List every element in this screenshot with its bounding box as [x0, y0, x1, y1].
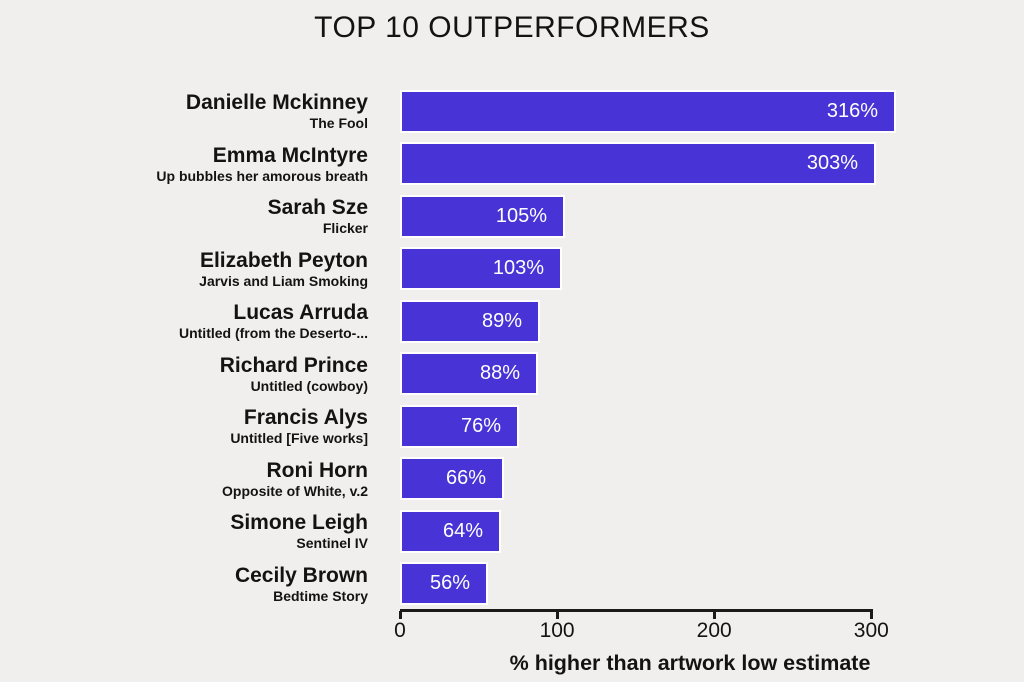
artist-name: Roni Horn: [266, 458, 368, 482]
category-label: Sarah Sze Flicker: [0, 195, 368, 237]
category-label: Lucas Arruda Untitled (from the Deserto-…: [0, 300, 368, 342]
artist-name: Elizabeth Peyton: [199, 248, 368, 272]
bar-area: 76%: [400, 404, 1024, 448]
bar-value-label: 56%: [429, 572, 470, 595]
bar-row: Danielle Mckinney The Fool 316%: [0, 85, 1024, 138]
x-tick-mark: [713, 611, 716, 619]
bar-value-label: 303%: [806, 152, 858, 175]
bar-value-label: 316%: [826, 99, 878, 122]
bar-row: Elizabeth Peyton Jarvis and Liam Smoking…: [0, 243, 1024, 296]
bar-value-label: 76%: [460, 414, 501, 437]
bar-row: Francis Alys Untitled [Five works] 76%: [0, 400, 1024, 453]
bar[interactable]: 303%: [400, 142, 876, 186]
bar-value-label: 89%: [481, 309, 522, 332]
bar-area: 66%: [400, 457, 1024, 501]
artwork-title: Opposite of White, v.2: [222, 482, 368, 499]
bar-area: 56%: [400, 562, 1024, 606]
artwork-title: Untitled (cowboy): [250, 377, 368, 394]
bar-value-label: 103%: [492, 257, 544, 280]
artwork-title: Untitled (from the Deserto-...: [178, 325, 368, 342]
artist-name: Emma McIntyre: [212, 143, 368, 167]
category-label: Roni Horn Opposite of White, v.2: [0, 458, 368, 500]
category-label: Simone Leigh Sentinel IV: [0, 510, 368, 552]
bar-area: 88%: [400, 352, 1024, 396]
category-label: Danielle Mckinney The Fool: [0, 90, 368, 132]
artwork-title: Up bubbles her amorous breath: [156, 167, 368, 184]
artist-name: Francis Alys: [243, 406, 368, 430]
bar-row: Lucas Arruda Untitled (from the Deserto-…: [0, 295, 1024, 348]
category-label: Francis Alys Untitled [Five works]: [0, 405, 368, 447]
bar-value-label: 88%: [479, 362, 520, 385]
category-label: Richard Prince Untitled (cowboy): [0, 353, 368, 395]
bar[interactable]: 103%: [400, 247, 562, 291]
category-label: Elizabeth Peyton Jarvis and Liam Smoking: [0, 248, 368, 290]
artist-name: Cecily Brown: [234, 563, 368, 587]
bar-row: Simone Leigh Sentinel IV 64%: [0, 505, 1024, 558]
x-axis-title: % higher than artwork low estimate: [509, 651, 871, 675]
bar-area: 316%: [400, 89, 1024, 133]
bar[interactable]: 105%: [400, 194, 565, 238]
bar-area: 89%: [400, 299, 1024, 343]
artwork-title: The Fool: [309, 115, 368, 132]
artist-name: Danielle Mckinney: [185, 91, 368, 115]
x-tick-label: 100: [539, 619, 575, 642]
bar-rows-container: Danielle Mckinney The Fool 316% Emma McI…: [0, 85, 1024, 610]
artwork-title: Sentinel IV: [296, 535, 368, 552]
bar[interactable]: 316%: [400, 89, 896, 133]
bar[interactable]: 66%: [400, 457, 504, 501]
bar-area: 64%: [400, 509, 1024, 553]
bar-area: 103%: [400, 247, 1024, 291]
x-tick-label: 300: [853, 619, 889, 642]
bar[interactable]: 76%: [400, 404, 519, 448]
x-tick-mark: [556, 611, 559, 619]
bar[interactable]: 88%: [400, 352, 538, 396]
category-label: Cecily Brown Bedtime Story: [0, 563, 368, 605]
artwork-title: Bedtime Story: [273, 587, 368, 604]
bar[interactable]: 64%: [400, 509, 501, 553]
bar-row: Emma McIntyre Up bubbles her amorous bre…: [0, 138, 1024, 191]
artist-name: Sarah Sze: [267, 196, 368, 220]
x-axis-line: [400, 609, 873, 612]
artist-name: Lucas Arruda: [233, 301, 368, 325]
bar-area: 303%: [400, 142, 1024, 186]
x-tick-label: 0: [394, 619, 406, 642]
bar[interactable]: 56%: [400, 562, 488, 606]
bar-area: 105%: [400, 194, 1024, 238]
artist-name: Richard Prince: [219, 353, 368, 377]
artist-name: Simone Leigh: [230, 511, 368, 535]
bar-value-label: 105%: [495, 204, 547, 227]
bar-row: Sarah Sze Flicker 105%: [0, 190, 1024, 243]
bar-row: Cecily Brown Bedtime Story 56%: [0, 558, 1024, 611]
x-tick-label: 200: [696, 619, 732, 642]
artwork-title: Untitled [Five works]: [230, 430, 368, 447]
bar-row: Roni Horn Opposite of White, v.2 66%: [0, 453, 1024, 506]
bar[interactable]: 89%: [400, 299, 540, 343]
x-tick-mark: [870, 611, 873, 619]
category-label: Emma McIntyre Up bubbles her amorous bre…: [0, 143, 368, 185]
artwork-title: Flicker: [322, 220, 368, 237]
bar-value-label: 66%: [445, 467, 486, 490]
x-tick-mark: [399, 611, 402, 619]
bar-value-label: 64%: [442, 519, 483, 542]
artwork-title: Jarvis and Liam Smoking: [199, 272, 368, 289]
bar-row: Richard Prince Untitled (cowboy) 88%: [0, 348, 1024, 401]
chart-title: TOP 10 OUTPERFORMERS: [314, 11, 710, 44]
